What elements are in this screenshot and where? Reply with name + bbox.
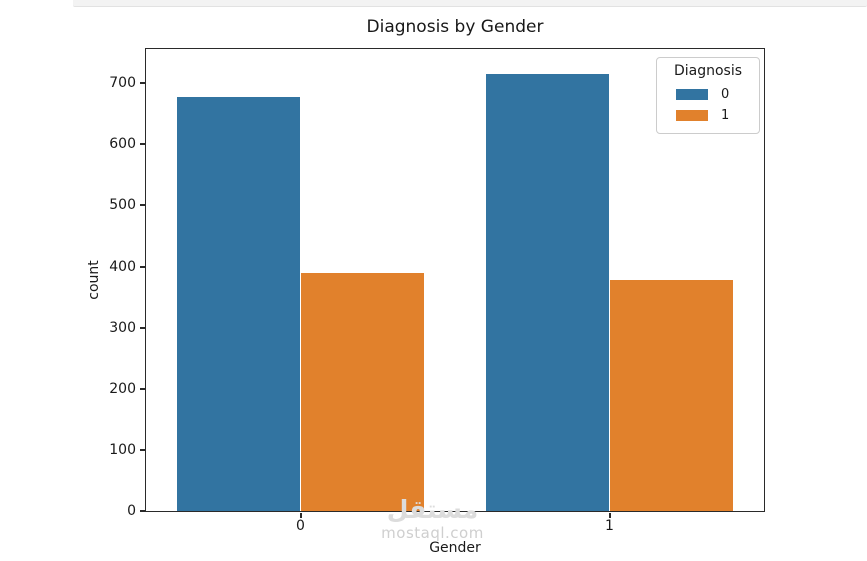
y-tick-label: 300 — [109, 319, 136, 336]
y-tick-mark — [139, 510, 145, 512]
legend-entry-label: 0 — [721, 87, 730, 102]
x-tick-label: 0 — [296, 518, 305, 534]
bar-category1-series1 — [609, 280, 734, 511]
y-tick-label: 100 — [109, 441, 136, 458]
legend-entry-label: 1 — [721, 108, 730, 123]
legend-entry: 1 — [664, 105, 752, 126]
legend-entry: 0 — [664, 84, 752, 105]
top-scrollbar-strip — [73, 0, 867, 7]
bar-category0-series1 — [300, 273, 425, 511]
y-tick-label: 700 — [109, 75, 136, 92]
y-tick-label: 600 — [109, 136, 136, 153]
bar-category0-series0 — [176, 96, 301, 511]
x-tick-mark — [299, 513, 302, 518]
legend-color-swatch — [676, 110, 708, 121]
x-tick-mark — [608, 513, 611, 518]
y-tick-label: 500 — [109, 197, 136, 214]
x-tick-label: 1 — [605, 518, 614, 534]
chart-title: Diagnosis by Gender — [366, 17, 544, 37]
y-tick-mark — [139, 82, 145, 85]
y-tick-mark — [139, 387, 145, 390]
y-tick-label: 200 — [109, 380, 136, 397]
legend-color-swatch — [676, 89, 708, 100]
y-tick-mark — [139, 143, 145, 146]
y-axis-label: count — [86, 260, 102, 300]
y-tick-label: 0 — [127, 503, 136, 519]
bar-category1-series0 — [485, 74, 610, 511]
legend: Diagnosis 0 1 — [656, 57, 760, 134]
legend-title: Diagnosis — [673, 63, 743, 79]
y-tick-mark — [139, 448, 145, 451]
y-tick-mark — [139, 326, 145, 329]
y-tick-mark — [139, 204, 145, 207]
watermark-site-text: mostaql.com — [381, 523, 484, 542]
y-tick-label: 400 — [109, 258, 136, 275]
y-tick-mark — [139, 265, 145, 268]
x-axis-label: Gender — [429, 540, 481, 556]
